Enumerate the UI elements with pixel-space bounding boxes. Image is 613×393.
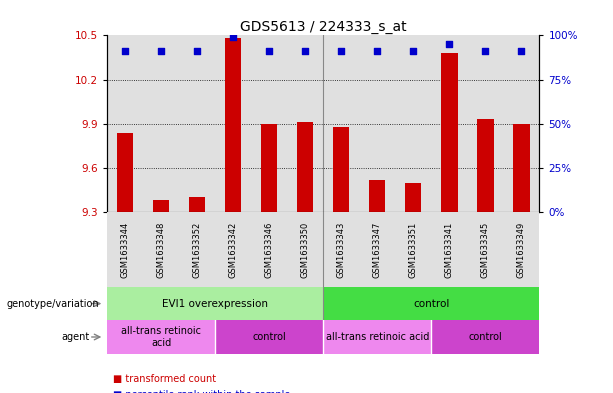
Text: genotype/variation: genotype/variation (6, 299, 99, 309)
Bar (324, 287, 539, 320)
Text: GSM1633342: GSM1633342 (229, 221, 238, 278)
Bar (251, 35, 287, 212)
Bar (179, 35, 215, 212)
Bar (441, 53, 457, 212)
Bar (405, 183, 422, 212)
Point (337, 48, 346, 55)
Text: GSM1633344: GSM1633344 (121, 221, 130, 278)
Bar (478, 119, 493, 212)
Bar (432, 212, 467, 287)
Bar (179, 212, 215, 287)
Text: GSM1633352: GSM1633352 (193, 221, 202, 278)
Text: GSM1633341: GSM1633341 (445, 221, 454, 278)
Point (192, 48, 202, 55)
Point (300, 48, 310, 55)
Text: control: control (468, 332, 502, 342)
Bar (432, 320, 539, 354)
Bar (503, 212, 539, 287)
Text: GSM1633349: GSM1633349 (517, 221, 526, 278)
Text: EVI1 overexpression: EVI1 overexpression (162, 299, 268, 309)
Point (481, 48, 490, 55)
Text: GSM1633351: GSM1633351 (409, 221, 418, 278)
Title: GDS5613 / 224333_s_at: GDS5613 / 224333_s_at (240, 20, 406, 34)
Point (229, 34, 238, 40)
Text: GSM1633347: GSM1633347 (373, 221, 382, 278)
Bar (324, 212, 359, 287)
Point (156, 48, 166, 55)
Bar (395, 35, 432, 212)
Text: control: control (253, 332, 286, 342)
Text: GSM1633348: GSM1633348 (157, 221, 166, 278)
Point (373, 48, 383, 55)
Bar (215, 212, 251, 287)
Bar (468, 212, 503, 287)
Bar (287, 35, 324, 212)
Text: ■ percentile rank within the sample: ■ percentile rank within the sample (113, 390, 291, 393)
Bar (395, 212, 432, 287)
Point (264, 48, 274, 55)
Text: GSM1633345: GSM1633345 (481, 221, 490, 278)
Bar (432, 35, 467, 212)
Bar (369, 180, 386, 212)
Text: all-trans retinoic
acid: all-trans retinoic acid (121, 326, 201, 348)
Bar (107, 287, 324, 320)
Bar (359, 212, 395, 287)
Point (120, 48, 130, 55)
Bar (215, 320, 324, 354)
Bar (117, 133, 134, 212)
Bar (189, 198, 205, 212)
Bar (503, 35, 539, 212)
Point (408, 48, 418, 55)
Text: GSM1633346: GSM1633346 (265, 221, 274, 278)
Bar (143, 35, 180, 212)
Bar (333, 127, 349, 212)
Bar (153, 200, 169, 212)
Bar (143, 212, 180, 287)
Text: all-trans retinoic acid: all-trans retinoic acid (326, 332, 429, 342)
Bar (107, 35, 143, 212)
Text: agent: agent (61, 332, 89, 342)
Bar (324, 320, 432, 354)
Bar (359, 35, 395, 212)
Point (517, 48, 527, 55)
Bar (215, 35, 251, 212)
Bar (297, 122, 313, 212)
Point (444, 41, 454, 48)
Bar (225, 38, 242, 212)
Text: GSM1633343: GSM1633343 (337, 221, 346, 278)
Bar (324, 35, 359, 212)
Bar (107, 320, 215, 354)
Text: control: control (413, 299, 449, 309)
Text: GSM1633350: GSM1633350 (301, 221, 310, 278)
Text: ■ transformed count: ■ transformed count (113, 374, 216, 384)
Bar (251, 212, 287, 287)
Bar (513, 124, 530, 212)
Bar (287, 212, 324, 287)
Bar (107, 212, 143, 287)
Bar (261, 124, 278, 212)
Bar (468, 35, 503, 212)
